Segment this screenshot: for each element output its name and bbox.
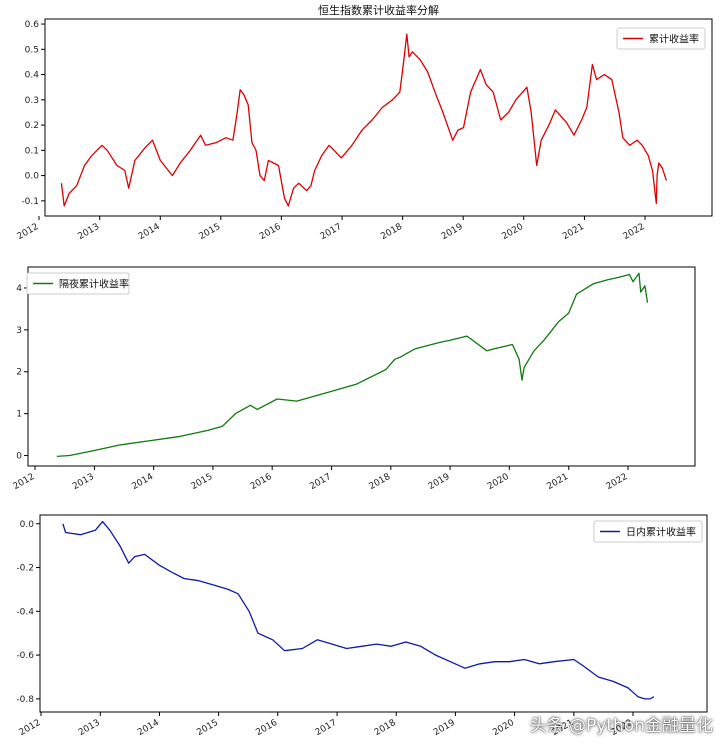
chart-title: 恒生指数累计收益率分解 [318, 3, 439, 17]
x-tick-label: 2019 [440, 222, 465, 242]
x-tick-label: 2014 [130, 472, 155, 492]
x-tick-label: 2020 [500, 222, 525, 242]
chart-panel-3: -0.8 -0.6 -0.4 -0.2 0.0 2012 2013 2014 2015 2016 2… [16, 514, 708, 738]
y-tick-label: -0.8 [16, 695, 34, 705]
x-tick-label: 2013 [77, 718, 102, 738]
legend: 隔夜累计收益率 [26, 272, 130, 295]
x-tick-label: 2019 [427, 472, 452, 492]
x-tick-label: 2022 [622, 222, 647, 242]
x-tick-label: 2014 [137, 222, 162, 242]
x-tick-label: 2017 [319, 222, 344, 242]
chart-panel-2: 0 1 2 3 4 2012 2013 2014 2015 2016 2017 2018 2019 202… [12, 266, 696, 492]
x-tick-label: 2017 [308, 472, 333, 492]
x-tick-label: 2018 [367, 472, 392, 492]
legend-label: 累计收益率 [649, 33, 699, 46]
x-tick-label: 2020 [491, 718, 516, 738]
y-tick-label: 0.2 [25, 121, 39, 131]
y-tick-label: -0.1 [21, 197, 39, 207]
x-tick-label: 2018 [373, 718, 398, 738]
chart-panel-1: 恒生指数累计收益率分解 -0.1 0.0 0.1 0.2 0.3 0.4 0.5 0.6 2012… [16, 3, 713, 242]
x-tick-label: 2014 [136, 718, 161, 738]
plot-frame [27, 266, 696, 467]
x-tick-label: 2015 [195, 718, 220, 738]
legend: 累计收益率 [616, 27, 706, 50]
x-tick-label: 2022 [605, 472, 630, 492]
x-tick-label: 2017 [314, 718, 339, 738]
y-tick-label: -0.4 [16, 607, 34, 617]
series-line-3-1 [62, 520, 655, 700]
watermark-text: 头条 @Python金融量化 [529, 716, 713, 736]
x-tick-label: 2015 [190, 472, 215, 492]
x-tick-label: 2015 [197, 222, 222, 242]
y-tick-label: 2 [16, 368, 22, 378]
plot-frame [44, 18, 713, 217]
series-line-2-1 [56, 272, 649, 458]
y-tick-label: 4 [16, 284, 22, 294]
x-tick-label: 2016 [258, 222, 283, 242]
x-tick-label: 2013 [71, 472, 96, 492]
y-tick-label: -0.6 [16, 651, 34, 661]
y-tick-label: 0.0 [20, 520, 35, 530]
y-tick-label: 1 [16, 410, 22, 420]
x-tick-label: 2021 [545, 472, 570, 492]
y-tick-label: 0.1 [25, 146, 39, 156]
y-tick-label: -0.2 [16, 564, 34, 574]
legend: 日内累计收益率 [593, 520, 703, 543]
legend-box [593, 520, 703, 543]
x-tick-label: 2021 [561, 222, 586, 242]
legend-box [616, 27, 706, 50]
x-tick-label: 2020 [486, 472, 511, 492]
y-tick-label: 3 [16, 326, 22, 336]
y-tick-label: 0.4 [25, 71, 40, 81]
x-tick-label: 2016 [249, 472, 274, 492]
y-tick-label: 0.5 [25, 45, 39, 55]
x-tick-label: 2018 [379, 222, 404, 242]
x-tick-label: 2019 [432, 718, 457, 738]
x-tick-label: 2016 [254, 718, 279, 738]
x-tick-label: 2013 [76, 222, 101, 242]
series-line-1-1 [60, 33, 668, 207]
y-tick-label: 0.6 [25, 20, 40, 30]
y-tick-label: 0 [16, 452, 22, 462]
x-tick-label: 2012 [16, 222, 41, 242]
x-tick-label: 2012 [18, 718, 43, 738]
y-tick-label: 0.3 [25, 96, 39, 106]
legend-box [26, 272, 130, 295]
x-tick-label: 2012 [12, 472, 37, 492]
y-tick-label: 0.0 [25, 172, 40, 182]
legend-label: 隔夜累计收益率 [59, 278, 129, 291]
plot-frame [39, 514, 708, 713]
legend-label: 日内累计收益率 [626, 526, 696, 539]
